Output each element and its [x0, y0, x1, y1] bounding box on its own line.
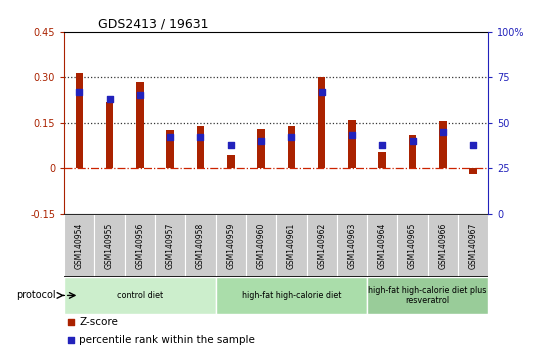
Text: GSM140961: GSM140961 — [287, 222, 296, 269]
Bar — [458, 213, 488, 277]
Bar — [106, 102, 113, 168]
Bar — [136, 82, 143, 168]
Point — [166, 135, 175, 140]
Bar — [306, 213, 337, 277]
Text: GSM140963: GSM140963 — [348, 222, 357, 269]
Text: GSM140957: GSM140957 — [166, 222, 175, 269]
Bar — [196, 126, 204, 168]
Text: GSM140959: GSM140959 — [227, 222, 235, 269]
Point — [136, 93, 145, 98]
Point — [66, 319, 75, 325]
Text: GSM140956: GSM140956 — [136, 222, 145, 269]
Point — [257, 138, 266, 144]
Bar — [185, 213, 215, 277]
Bar — [215, 213, 246, 277]
Bar — [75, 73, 83, 168]
Point — [378, 142, 387, 147]
Text: GSM140965: GSM140965 — [408, 222, 417, 269]
Bar — [469, 168, 477, 173]
Text: GSM140962: GSM140962 — [317, 222, 326, 269]
Point — [439, 129, 448, 135]
Bar — [125, 213, 155, 277]
Text: percentile rank within the sample: percentile rank within the sample — [79, 335, 255, 345]
Bar — [427, 213, 458, 277]
Text: GSM140960: GSM140960 — [257, 222, 266, 269]
Point — [227, 142, 235, 147]
Point — [75, 89, 84, 95]
Text: GSM140955: GSM140955 — [105, 222, 114, 269]
Text: protocol: protocol — [16, 290, 56, 301]
Bar — [439, 121, 446, 168]
Text: control diet: control diet — [117, 291, 163, 300]
Bar — [287, 126, 295, 168]
Bar — [408, 135, 416, 168]
Text: GDS2413 / 19631: GDS2413 / 19631 — [98, 18, 209, 31]
Bar — [227, 155, 234, 168]
Point — [408, 138, 417, 144]
Text: GSM140958: GSM140958 — [196, 222, 205, 269]
Point — [196, 135, 205, 140]
Bar — [318, 77, 325, 168]
Bar — [276, 213, 306, 277]
Bar — [94, 213, 125, 277]
Text: high-fat high-calorie diet plus
resveratrol: high-fat high-calorie diet plus resverat… — [368, 286, 487, 305]
Bar — [257, 129, 265, 168]
Bar — [378, 152, 386, 168]
Point — [66, 337, 75, 343]
Bar — [64, 213, 94, 277]
Bar — [337, 213, 367, 277]
Bar — [166, 130, 174, 168]
Point — [348, 133, 357, 138]
Point — [469, 142, 478, 147]
Text: high-fat high-calorie diet: high-fat high-calorie diet — [242, 291, 341, 300]
Bar — [215, 277, 367, 314]
Bar — [348, 120, 356, 168]
Text: GSM140964: GSM140964 — [378, 222, 387, 269]
Point — [105, 96, 114, 102]
Point — [317, 89, 326, 95]
Bar — [64, 277, 215, 314]
Text: GSM140967: GSM140967 — [469, 222, 478, 269]
Text: GSM140966: GSM140966 — [439, 222, 448, 269]
Bar — [397, 213, 427, 277]
Text: Z-score: Z-score — [79, 317, 118, 327]
Bar — [155, 213, 185, 277]
Bar — [367, 277, 488, 314]
Point — [287, 135, 296, 140]
Bar — [367, 213, 397, 277]
Bar — [246, 213, 276, 277]
Text: GSM140954: GSM140954 — [75, 222, 84, 269]
